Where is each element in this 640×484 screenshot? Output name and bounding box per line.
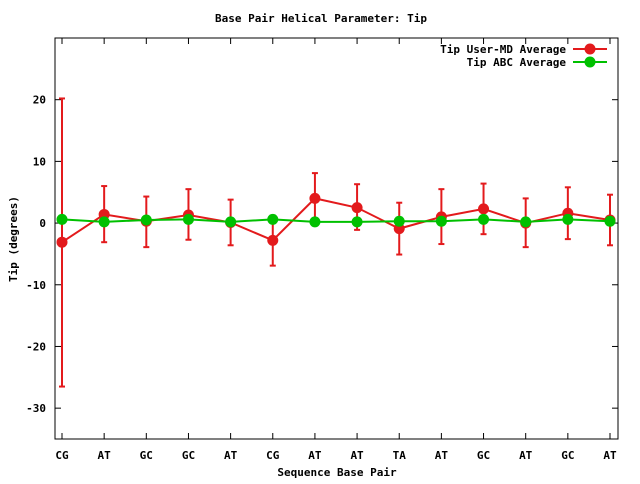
y-tick-label: -10 (26, 279, 46, 292)
data-point (225, 216, 237, 228)
y-tick-label: -30 (26, 402, 46, 415)
x-tick-label: CG (266, 449, 280, 462)
x-tick-label: AT (98, 449, 112, 462)
x-tick-label: GC (561, 449, 574, 462)
data-point (56, 236, 68, 248)
data-point (140, 214, 152, 226)
series-1 (56, 97, 616, 388)
data-point (98, 216, 110, 228)
y-tick-label: 10 (33, 155, 46, 168)
x-tick-label: AT (519, 449, 533, 462)
plot-border (54, 37, 619, 440)
y-axis-label: Tip (degrees) (7, 196, 20, 282)
x-tick-label: GC (477, 449, 490, 462)
data-point (309, 192, 321, 204)
y-tick-label: 0 (39, 217, 46, 230)
data-point (562, 213, 574, 225)
data-point (309, 216, 321, 228)
series-line (61, 218, 611, 223)
data-point (182, 213, 194, 225)
data-point (267, 234, 279, 246)
x-axis-label: Sequence Base Pair (277, 466, 397, 479)
x-tick-label: CG (55, 449, 69, 462)
y-axis: -30 -20 -10 0 10 20 (26, 94, 618, 415)
series-layer (56, 97, 616, 388)
x-tick-label: TA (393, 449, 407, 462)
x-tick-label: AT (435, 449, 449, 462)
x-tick-label: GC (182, 449, 195, 462)
x-tick-label: GC (140, 449, 153, 462)
x-axis: CG AT GC GC AT CG AT AT TA AT GC AT GC AT (55, 38, 617, 462)
data-point (478, 213, 490, 225)
x-tick-label: AT (350, 449, 364, 462)
x-tick-label: AT (224, 449, 238, 462)
legend-marker (584, 43, 596, 55)
data-point (435, 215, 447, 227)
x-tick-label: AT (308, 449, 322, 462)
data-point (520, 216, 532, 228)
data-point (56, 213, 68, 225)
series-2 (56, 213, 616, 228)
legend-marker (584, 56, 596, 68)
data-point (267, 213, 279, 225)
legend-label: Tip User-MD Average (440, 43, 566, 56)
chart-title: Base Pair Helical Parameter: Tip (215, 12, 427, 25)
data-point (393, 215, 405, 227)
data-point (604, 215, 616, 227)
data-point (478, 203, 490, 215)
y-tick-label: -20 (26, 340, 46, 353)
data-point (351, 216, 363, 228)
data-point (351, 202, 363, 214)
legend-label: Tip ABC Average (467, 56, 567, 69)
y-tick-label: 20 (33, 94, 46, 107)
x-tick-label: AT (603, 449, 617, 462)
